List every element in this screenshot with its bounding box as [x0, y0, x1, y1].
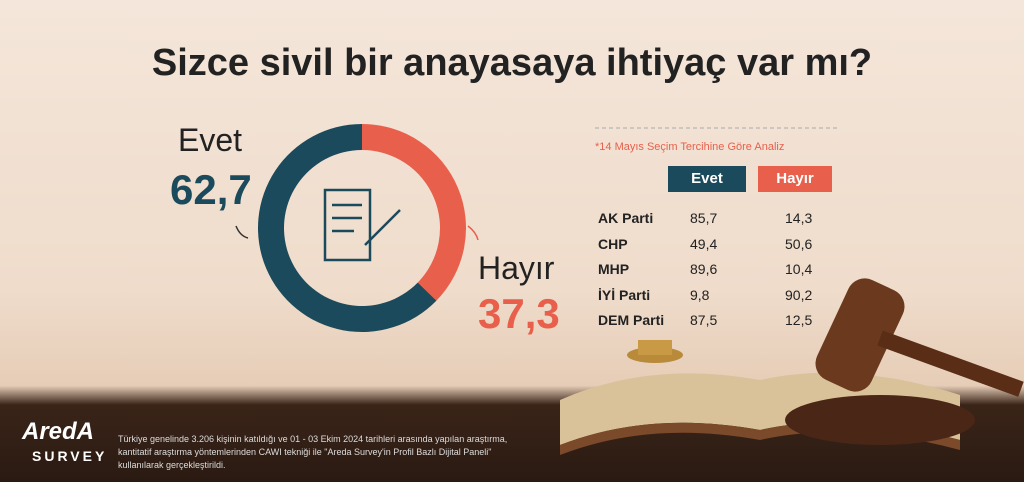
table-header: Hayır: [758, 166, 832, 192]
table-cell: DEM Parti: [598, 312, 665, 328]
footer-text: Türkiye genelinde 3.206 kişinin katıldığ…: [118, 434, 508, 470]
donut-segment: [362, 124, 467, 301]
table-cell: 12,5: [785, 312, 813, 328]
arrow: [467, 225, 479, 241]
table-cell: CHP: [598, 235, 628, 252]
table-cell: İYİ Parti: [598, 286, 651, 303]
title: Sizce sivil bir anayasaya ihtiyaç var mı…: [151, 42, 873, 84]
gavel-handle: [877, 330, 1024, 397]
table-cell: 90,2: [785, 286, 813, 303]
legend-label: Hayır: [478, 250, 555, 286]
gavel-block: [785, 395, 975, 445]
table-cell: AK Parti: [598, 210, 654, 226]
table-cell: MHP: [598, 261, 630, 277]
table-cell: 85,7: [690, 210, 718, 226]
donut-segment: [257, 124, 437, 332]
scroll-icon: [323, 188, 401, 262]
table-cell: 50,6: [785, 235, 813, 252]
stamp-top: [638, 340, 672, 355]
arrow: [235, 225, 249, 239]
table-cell: 49,4: [690, 235, 718, 252]
table-cell: 9,8: [690, 286, 710, 303]
table-cell: 14,3: [785, 210, 813, 226]
table-cell: 87,5: [690, 312, 718, 328]
gavel-head: [815, 278, 905, 392]
value-label: 62,7: [170, 166, 252, 213]
logo: AredA: [22, 418, 95, 445]
table-cell: 10,4: [785, 261, 813, 277]
value-label: 37,3: [478, 290, 560, 337]
table-cell: 89,6: [690, 261, 718, 277]
logo-sub: SURVEY: [32, 448, 108, 464]
table-header: Evet: [668, 166, 746, 192]
legend-label: Evet: [178, 122, 243, 158]
table-note: *14 Mayıs Seçim Tercihine Göre Analiz: [595, 141, 785, 153]
